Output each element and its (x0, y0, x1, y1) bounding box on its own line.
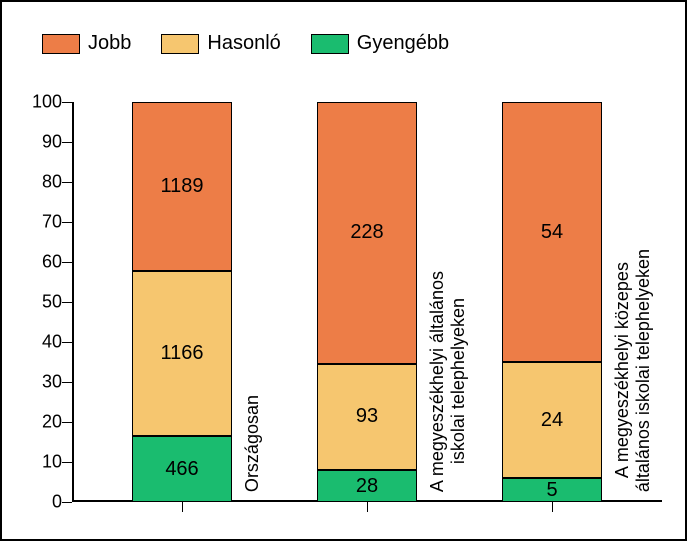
category-label: Országosan (242, 395, 263, 492)
y-tick (62, 422, 72, 423)
bar-value: 228 (350, 221, 383, 244)
legend-item-hasonlo: Hasonló (161, 32, 280, 55)
plot-area: 466 1166 1189 Országosan 28 93 228 A megyeszékh… (72, 102, 662, 502)
y-tick (62, 182, 72, 183)
y-tick-label: 40 (42, 332, 62, 353)
x-tick (367, 502, 368, 512)
y-tick (62, 222, 72, 223)
legend: Jobb Hasonló Gyengébb (42, 32, 449, 55)
bar-value: 466 (165, 458, 198, 481)
bar-value: 1166 (160, 342, 203, 365)
bar-segment: 228 (317, 102, 417, 364)
category-label: A megyeszékhelyi általánosiskolai teleph… (427, 271, 469, 492)
y-tick-label: 90 (42, 132, 62, 153)
bar-value: 5 (546, 479, 557, 502)
legend-swatch-jobb (42, 34, 80, 54)
y-tick (62, 302, 72, 303)
chart-container: Jobb Hasonló Gyengébb 0 10 20 30 40 50 60 70 80 9… (0, 0, 687, 541)
bar-segment: 24 (502, 362, 602, 478)
legend-label-hasonlo: Hasonló (207, 32, 280, 55)
y-tick-label: 30 (42, 372, 62, 393)
y-tick-label: 50 (42, 292, 62, 313)
legend-label-gyengebb: Gyengébb (357, 32, 449, 55)
y-tick-label: 70 (42, 212, 62, 233)
legend-swatch-hasonlo (161, 34, 199, 54)
bar-value: 1189 (160, 175, 203, 198)
legend-item-jobb: Jobb (42, 32, 131, 55)
bar-group: 5 24 54 (502, 102, 602, 502)
legend-label-jobb: Jobb (88, 32, 131, 55)
bar-segment: 466 (132, 436, 232, 502)
y-tick (62, 342, 72, 343)
bar-segment: 28 (317, 470, 417, 502)
y-tick (62, 102, 72, 103)
bar-value: 24 (541, 409, 563, 432)
y-tick-label: 60 (42, 252, 62, 273)
legend-item-gyengebb: Gyengébb (311, 32, 449, 55)
x-tick (182, 502, 183, 512)
y-tick-label: 20 (42, 412, 62, 433)
y-tick (62, 462, 72, 463)
bar-segment: 1189 (132, 102, 232, 271)
y-tick (62, 142, 72, 143)
bar-value: 93 (356, 405, 378, 428)
y-tick (62, 382, 72, 383)
bar-group: 28 93 228 (317, 102, 417, 502)
y-tick (62, 502, 72, 503)
y-axis: 0102030405060708090100 (2, 102, 72, 502)
y-tick-label: 80 (42, 172, 62, 193)
x-tick (552, 502, 553, 512)
y-tick (62, 262, 72, 263)
bar-group: 466 1166 1189 (132, 102, 232, 502)
bar-value: 54 (541, 221, 563, 244)
bar-segment: 54 (502, 102, 602, 362)
y-tick-label: 10 (42, 452, 62, 473)
y-axis-line (72, 102, 74, 502)
bar-segment: 1166 (132, 271, 232, 436)
category-label: A megyeszékhelyi közepesáltalános iskola… (612, 249, 654, 492)
y-tick-label: 100 (32, 92, 62, 113)
y-tick-label: 0 (52, 492, 62, 513)
bar-segment: 5 (502, 478, 602, 502)
legend-swatch-gyengebb (311, 34, 349, 54)
bar-value: 28 (356, 475, 378, 498)
bar-segment: 93 (317, 364, 417, 470)
